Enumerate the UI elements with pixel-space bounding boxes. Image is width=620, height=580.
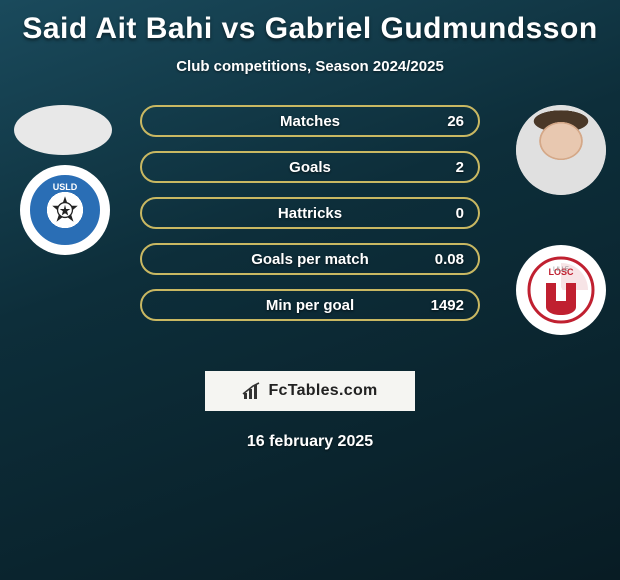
player-face-icon (516, 105, 606, 195)
stat-right-value: 0 (414, 205, 464, 222)
svg-text:LILLE: LILLE (553, 267, 569, 273)
stat-right-value: 26 (414, 113, 464, 130)
stat-label: Min per goal (266, 297, 354, 314)
stat-row: Matches 26 (140, 105, 480, 137)
player-left-avatar (14, 105, 112, 155)
stat-label: Hattricks (278, 205, 342, 222)
player-right-club-badge: LOSC LILLE (516, 245, 606, 335)
subtitle: Club competitions, Season 2024/2025 (0, 58, 620, 75)
usld-badge-icon (30, 175, 100, 245)
brand-text: FcTables.com (268, 382, 377, 400)
losc-badge-icon: LOSC LILLE (526, 255, 596, 325)
stat-row: Goals 2 (140, 151, 480, 183)
stat-row: Hattricks 0 (140, 197, 480, 229)
brand-logo: FcTables.com (205, 371, 415, 411)
stat-row: Goals per match 0.08 (140, 243, 480, 275)
player-left-club-badge (20, 165, 110, 255)
stat-right-value: 2 (414, 159, 464, 176)
stat-right-value: 1492 (414, 297, 464, 314)
player-right-avatar (516, 105, 606, 195)
stats-table: Matches 26 Goals 2 Hattricks 0 Goals per… (140, 105, 480, 335)
date-text: 16 february 2025 (0, 433, 620, 451)
chart-icon (242, 381, 262, 401)
stat-label: Goals (289, 159, 331, 176)
comparison-panel: LOSC LILLE Matches 26 Goals 2 Hattricks … (0, 105, 620, 355)
page-title: Said Ait Bahi vs Gabriel Gudmundsson (0, 0, 620, 46)
stat-label: Goals per match (251, 251, 369, 268)
stat-row: Min per goal 1492 (140, 289, 480, 321)
stat-label: Matches (280, 113, 340, 130)
stat-right-value: 0.08 (414, 251, 464, 268)
